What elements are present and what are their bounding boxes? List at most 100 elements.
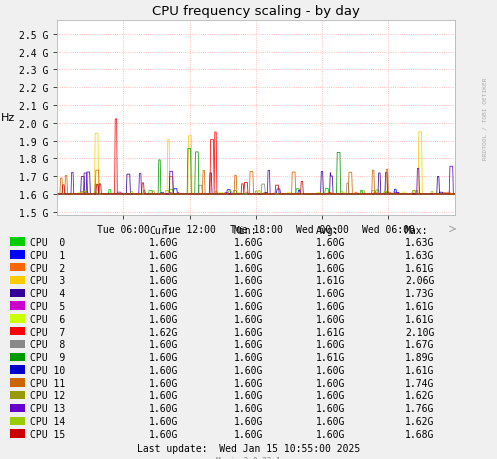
Text: 1.63G: 1.63G xyxy=(405,250,434,260)
Text: CPU 13: CPU 13 xyxy=(30,403,65,414)
Text: 1.60G: 1.60G xyxy=(234,378,263,388)
Text: CPU  9: CPU 9 xyxy=(30,353,65,362)
Text: 1.68G: 1.68G xyxy=(405,429,434,439)
Bar xyxy=(10,378,25,386)
Text: 1.60G: 1.60G xyxy=(316,365,345,375)
Text: 1.60G: 1.60G xyxy=(316,429,345,439)
Text: 1.60G: 1.60G xyxy=(234,237,263,247)
Text: CPU  8: CPU 8 xyxy=(30,340,65,350)
Text: 1.60G: 1.60G xyxy=(234,263,263,273)
Text: 1.60G: 1.60G xyxy=(316,378,345,388)
Text: 1.60G: 1.60G xyxy=(149,378,178,388)
Text: 1.62G: 1.62G xyxy=(405,416,434,426)
Text: CPU  4: CPU 4 xyxy=(30,289,65,298)
Text: 1.67G: 1.67G xyxy=(405,340,434,350)
Text: CPU  0: CPU 0 xyxy=(30,237,65,247)
Text: 1.61G: 1.61G xyxy=(405,263,434,273)
Text: 1.60G: 1.60G xyxy=(234,250,263,260)
Text: 1.62G: 1.62G xyxy=(149,327,178,337)
Bar xyxy=(10,366,25,374)
Bar xyxy=(10,251,25,259)
Bar xyxy=(10,391,25,399)
Text: 1.60G: 1.60G xyxy=(149,276,178,285)
Text: 1.60G: 1.60G xyxy=(316,301,345,311)
Text: 1.61G: 1.61G xyxy=(405,301,434,311)
Text: Min:: Min: xyxy=(234,225,257,235)
Text: Cur:: Cur: xyxy=(149,225,172,235)
Text: CPU  7: CPU 7 xyxy=(30,327,65,337)
Text: 1.60G: 1.60G xyxy=(149,250,178,260)
Text: 1.60G: 1.60G xyxy=(149,301,178,311)
Text: 1.60G: 1.60G xyxy=(316,403,345,414)
Text: 1.60G: 1.60G xyxy=(149,429,178,439)
Text: RRDTOOL / TOBI OETIKER: RRDTOOL / TOBI OETIKER xyxy=(482,77,487,159)
Text: Max:: Max: xyxy=(405,225,428,235)
Text: CPU  6: CPU 6 xyxy=(30,314,65,324)
Bar xyxy=(10,404,25,412)
Text: 1.60G: 1.60G xyxy=(234,327,263,337)
Text: 1.60G: 1.60G xyxy=(316,391,345,401)
Text: CPU 10: CPU 10 xyxy=(30,365,65,375)
Bar xyxy=(10,430,25,438)
Text: 1.74G: 1.74G xyxy=(405,378,434,388)
Text: CPU 14: CPU 14 xyxy=(30,416,65,426)
Text: 1.60G: 1.60G xyxy=(234,365,263,375)
Text: 2.06G: 2.06G xyxy=(405,276,434,285)
Text: Munin 2.0.33-1: Munin 2.0.33-1 xyxy=(216,456,281,459)
Text: 2.10G: 2.10G xyxy=(405,327,434,337)
Text: 1.61G: 1.61G xyxy=(405,314,434,324)
Text: 1.61G: 1.61G xyxy=(316,327,345,337)
Bar xyxy=(10,263,25,272)
Bar xyxy=(10,276,25,285)
Text: 1.60G: 1.60G xyxy=(234,314,263,324)
Bar xyxy=(10,289,25,297)
Text: CPU  2: CPU 2 xyxy=(30,263,65,273)
Bar xyxy=(10,238,25,246)
Text: 1.60G: 1.60G xyxy=(149,416,178,426)
Text: 1.60G: 1.60G xyxy=(316,340,345,350)
Text: 1.60G: 1.60G xyxy=(316,237,345,247)
Text: 1.60G: 1.60G xyxy=(234,340,263,350)
Text: 1.60G: 1.60G xyxy=(149,353,178,362)
Text: 1.60G: 1.60G xyxy=(149,237,178,247)
Text: 1.60G: 1.60G xyxy=(316,314,345,324)
Bar xyxy=(10,353,25,361)
Text: CPU 12: CPU 12 xyxy=(30,391,65,401)
Text: 1.60G: 1.60G xyxy=(234,416,263,426)
Bar xyxy=(10,417,25,425)
Text: 1.60G: 1.60G xyxy=(149,391,178,401)
Text: 1.60G: 1.60G xyxy=(234,403,263,414)
Text: 1.60G: 1.60G xyxy=(234,276,263,285)
Text: 1.60G: 1.60G xyxy=(234,301,263,311)
Text: 1.60G: 1.60G xyxy=(234,391,263,401)
Bar xyxy=(10,327,25,336)
Title: CPU frequency scaling - by day: CPU frequency scaling - by day xyxy=(152,5,360,18)
Text: 1.60G: 1.60G xyxy=(149,263,178,273)
Text: CPU 15: CPU 15 xyxy=(30,429,65,439)
Text: 1.61G: 1.61G xyxy=(316,276,345,285)
Text: 1.60G: 1.60G xyxy=(149,340,178,350)
Text: 1.60G: 1.60G xyxy=(316,416,345,426)
Text: CPU  5: CPU 5 xyxy=(30,301,65,311)
Text: Avg:: Avg: xyxy=(316,225,339,235)
Text: 1.61G: 1.61G xyxy=(316,353,345,362)
Text: CPU  3: CPU 3 xyxy=(30,276,65,285)
Text: 1.63G: 1.63G xyxy=(405,237,434,247)
Text: 1.62G: 1.62G xyxy=(405,391,434,401)
Text: 1.60G: 1.60G xyxy=(316,289,345,298)
Y-axis label: Hz: Hz xyxy=(0,113,15,123)
Text: 1.60G: 1.60G xyxy=(149,365,178,375)
Text: 1.60G: 1.60G xyxy=(234,429,263,439)
Text: 1.73G: 1.73G xyxy=(405,289,434,298)
Text: 1.60G: 1.60G xyxy=(316,250,345,260)
Text: 1.61G: 1.61G xyxy=(405,365,434,375)
Bar xyxy=(10,340,25,348)
Bar xyxy=(10,302,25,310)
Text: 1.60G: 1.60G xyxy=(234,353,263,362)
Text: 1.89G: 1.89G xyxy=(405,353,434,362)
Text: CPU  1: CPU 1 xyxy=(30,250,65,260)
Text: CPU 11: CPU 11 xyxy=(30,378,65,388)
Text: 1.60G: 1.60G xyxy=(149,403,178,414)
Bar xyxy=(10,314,25,323)
Text: 1.60G: 1.60G xyxy=(316,263,345,273)
